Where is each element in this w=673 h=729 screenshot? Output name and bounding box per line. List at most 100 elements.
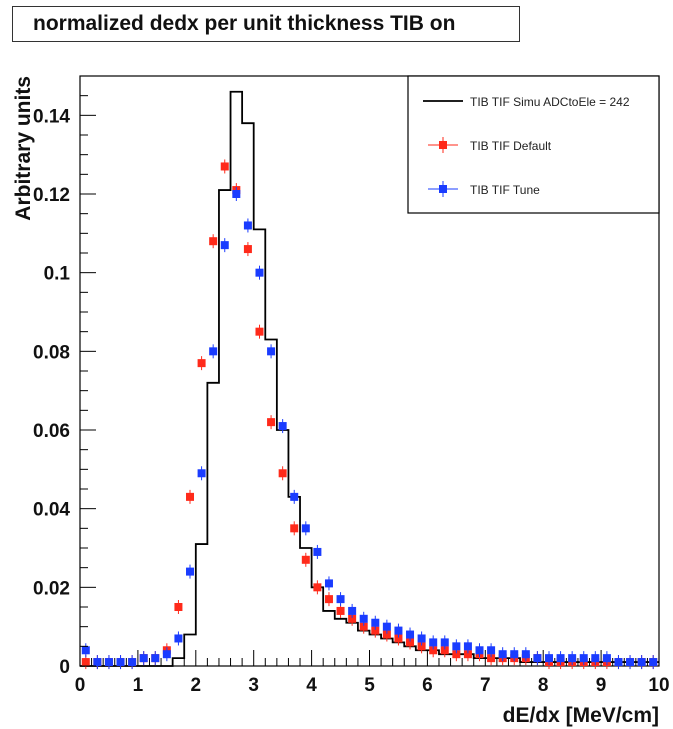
tune-point-marker [626, 658, 635, 667]
y-tick-label: 0.02 [33, 578, 70, 599]
legend-default-marker [439, 141, 447, 149]
default-point [267, 415, 276, 430]
default-point-marker [174, 603, 183, 611]
default-point-marker [267, 418, 276, 427]
tune-point-marker [278, 422, 287, 431]
tune-point-marker [139, 654, 148, 663]
default-point [209, 234, 218, 249]
tune-point-marker [394, 626, 403, 635]
tune-point [267, 344, 276, 359]
default-point-marker [406, 638, 415, 647]
default-point [243, 242, 252, 257]
tune-point [104, 655, 113, 670]
default-point [197, 356, 206, 371]
tune-point-marker [591, 654, 600, 663]
tune-point [614, 655, 623, 670]
tune-point [255, 265, 264, 280]
tune-point-marker [243, 221, 252, 230]
y-tick-label: 0 [59, 657, 70, 678]
tune-point [116, 655, 125, 670]
tune-point-marker [429, 638, 438, 647]
legend-label: TIB TIF Simu ADCtoEle = 242 [470, 95, 630, 109]
tune-point-marker [267, 347, 276, 356]
tune-point [151, 651, 160, 666]
x-tick-label: 5 [364, 675, 375, 696]
default-point-marker [348, 614, 357, 623]
tune-point-marker [510, 650, 519, 659]
tune-point-marker [579, 654, 588, 663]
legend-tune-marker [439, 185, 447, 193]
y-tick-label: 0.14 [33, 106, 70, 127]
tune-point [209, 344, 218, 359]
tune-point-marker [463, 642, 472, 651]
tune-point [626, 655, 635, 670]
x-axis-title: dE/dx [MeV/cm] [503, 704, 659, 727]
default-point-marker [81, 658, 90, 667]
tune-point [487, 643, 496, 658]
y-tick-label: 0.08 [33, 342, 70, 363]
default-point-marker [301, 555, 310, 564]
legend-label: TIB TIF Tune [470, 183, 540, 197]
x-tick-label: 0 [75, 675, 86, 696]
tune-point [174, 631, 183, 646]
tune-point [417, 631, 426, 646]
default-point [278, 466, 287, 481]
tune-point [324, 576, 333, 591]
default-point-marker [290, 524, 299, 533]
tune-point-marker [359, 614, 368, 623]
tune-point-marker [602, 654, 611, 663]
tune-point [394, 623, 403, 638]
default-point-marker [278, 469, 287, 478]
tune-point [568, 651, 577, 666]
tune-point [406, 627, 415, 642]
tune-point-marker [637, 658, 646, 667]
tune-point-marker [209, 347, 218, 356]
chart-title: normalized dedx per unit thickness TIB o… [12, 6, 520, 42]
default-point-marker [313, 583, 322, 592]
tune-point-marker [255, 268, 264, 277]
default-point [174, 600, 183, 614]
tune-point [359, 611, 368, 626]
tune-point [162, 647, 171, 662]
tune-point [440, 635, 449, 650]
default-point [301, 552, 310, 567]
default-point [220, 159, 229, 174]
default-point-marker [429, 646, 438, 655]
x-tick-label: 2 [191, 675, 202, 696]
tune-point-marker [348, 606, 357, 615]
default-point [81, 655, 90, 670]
tune-point [429, 635, 438, 650]
tune-point-marker [417, 634, 426, 643]
default-point [255, 324, 264, 339]
tune-point-marker [104, 658, 113, 667]
tune-point-marker [151, 654, 160, 663]
tune-point-marker [232, 190, 241, 198]
tune-point-marker [336, 595, 345, 604]
default-point [313, 580, 322, 595]
default-point [336, 603, 345, 618]
x-tick-label: 7 [480, 675, 491, 696]
y-tick-label: 0.12 [33, 185, 70, 206]
tune-point-marker [498, 650, 507, 659]
default-point-marker [197, 359, 206, 368]
tune-point [128, 655, 137, 670]
default-point [186, 489, 195, 504]
y-tick-label: 0.1 [44, 264, 71, 285]
default-point-marker [336, 606, 345, 615]
tune-point [591, 651, 600, 666]
x-tick-label: 6 [422, 675, 433, 696]
tune-point-marker [220, 241, 229, 250]
tune-point [521, 647, 530, 662]
tune-point-marker [186, 567, 195, 576]
y-tick-label: 0.06 [33, 421, 70, 442]
tune-point-marker [475, 646, 484, 655]
default-point [290, 521, 299, 536]
tune-point-marker [487, 646, 496, 655]
tune-point [498, 647, 507, 662]
tune-point [232, 187, 241, 201]
y-axis-title: Arbitrary units [12, 76, 35, 221]
default-point-marker [209, 237, 218, 246]
tune-point-marker [116, 658, 125, 667]
default-point-marker [186, 492, 195, 501]
tune-point [556, 651, 565, 666]
